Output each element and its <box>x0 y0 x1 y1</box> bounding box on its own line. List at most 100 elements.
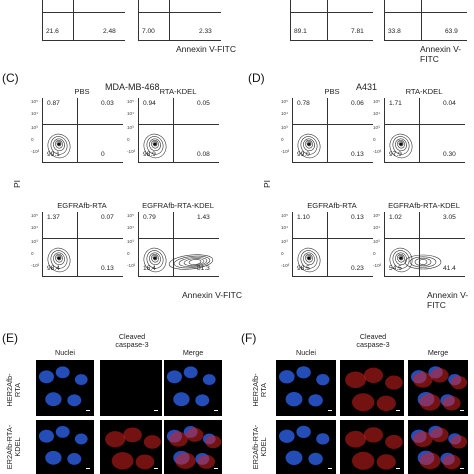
y-tick-label: 10⁴ <box>31 111 39 116</box>
contour-ring <box>297 133 321 159</box>
quadrant-lr: 0 <box>101 151 105 158</box>
col-title-caspase: Cleaved caspase-3 <box>115 332 149 349</box>
nucleus <box>55 425 70 438</box>
caspase-signal <box>345 371 366 389</box>
top-right-plot-2: 33.8 63.9 <box>384 0 467 41</box>
nucleus <box>308 452 323 465</box>
contour-ring <box>50 250 68 269</box>
quadrant-ll: 89.1 <box>294 28 307 35</box>
contour-core <box>307 142 311 146</box>
contour-ring <box>56 140 62 147</box>
scale-bar <box>154 410 158 411</box>
contour-ring <box>146 250 164 269</box>
micrograph-nuclei-row1 <box>36 360 94 416</box>
contour-core <box>153 142 157 146</box>
contour-ring <box>178 257 208 267</box>
contour-ring <box>143 247 167 273</box>
y-axis-title: PI <box>262 179 272 188</box>
scale-bar <box>328 410 332 411</box>
scale-bar <box>214 468 218 469</box>
y-tick-label: 0 <box>373 137 376 142</box>
quadrant-lr: 2.48 <box>103 28 116 35</box>
y-tick-label: 0 <box>373 251 376 256</box>
caspase-signal <box>143 435 161 449</box>
y-tick-label: 0 <box>31 251 34 256</box>
nucleus <box>38 370 54 384</box>
quadrant-ll: 98.5 <box>297 265 310 272</box>
contour-ring <box>305 139 313 149</box>
col-title-nuclei: Nuclei <box>55 348 75 357</box>
nucleus <box>285 392 303 407</box>
caspase-signal <box>385 434 403 449</box>
micrograph-caspase-row2 <box>100 420 162 474</box>
y-tick-label: -10³ <box>281 149 290 154</box>
contour-ring <box>149 138 161 152</box>
caspase-signal <box>352 451 375 470</box>
quadrant-lr: 0.08 <box>197 151 210 158</box>
quadrant-ll: 16.4 <box>143 265 156 272</box>
contour-ring <box>149 252 161 266</box>
contour-ring <box>152 140 158 147</box>
quadrant-ur: 0.06 <box>351 100 364 107</box>
contour-core <box>57 142 61 146</box>
caspase-signal <box>430 427 449 443</box>
scale-bar <box>214 410 218 411</box>
quadrant-ll: 21.6 <box>46 28 59 35</box>
row-label-1: HER2Afb- RTA <box>251 373 268 407</box>
quadrant-lr: 0.13 <box>101 265 114 272</box>
nucleus <box>45 392 62 407</box>
y-tick-label: 10⁴ <box>31 225 39 230</box>
contour-ring <box>188 259 202 265</box>
caspase-signal <box>175 452 196 469</box>
contour-plot <box>297 133 321 159</box>
nucleus <box>67 394 82 407</box>
y-tick-label: 10⁵ <box>281 99 289 104</box>
nucleus <box>45 450 62 465</box>
quadrant-ul: 0.78 <box>297 100 310 107</box>
micrograph-merge-row1 <box>408 360 468 416</box>
plot-title: PBS <box>324 87 340 96</box>
contour-ring <box>303 138 315 152</box>
x-axis-title: Annexin V-FITC <box>427 290 469 310</box>
scale-bar <box>460 410 464 411</box>
quadrant-ll: 98.4 <box>47 265 60 272</box>
y-tick-label: 10⁵ <box>127 213 135 218</box>
col-title-merge: Merge <box>182 348 204 357</box>
nucleus <box>173 392 190 407</box>
quadrant-ur: 1.43 <box>197 214 210 221</box>
contour-ring <box>143 133 167 159</box>
scale-bar <box>396 468 400 469</box>
plot-title: RTA-KDEL <box>405 87 443 96</box>
y-tick-label: -10³ <box>373 263 382 268</box>
quadrant-ul: 0.79 <box>143 214 156 221</box>
quadrant-ll: 99.1 <box>47 151 60 158</box>
quadrant-lr: 81.3 <box>197 265 210 272</box>
col-title-caspase: Cleaved caspase-3 <box>356 332 390 349</box>
contour-ring <box>305 253 313 263</box>
caspase-signal <box>205 435 222 449</box>
micrograph-merge-row2 <box>408 420 468 474</box>
flow-plot: 1.02 3.05 54.5 41.4 <box>384 212 465 277</box>
caspase-signal <box>111 452 134 470</box>
y-tick-label: 10⁴ <box>281 111 289 116</box>
y-tick-label: 10⁴ <box>373 111 381 116</box>
quadrant-ur: 0.04 <box>443 100 456 107</box>
x-axis-title: Annexin V-FITC <box>182 290 242 300</box>
contour-core <box>57 256 61 260</box>
contour-plot <box>143 133 167 159</box>
row-label-2: ER2Afb-RTA- KDEL <box>251 424 268 470</box>
quadrant-ur: 0.07 <box>101 214 114 221</box>
micrograph-nuclei-row2 <box>276 420 336 474</box>
nucleus <box>67 452 82 465</box>
contour-ring <box>146 136 164 155</box>
contour-ring <box>414 257 432 267</box>
y-tick-label: -10³ <box>281 263 290 268</box>
y-tick-label: -10³ <box>127 263 136 268</box>
micrograph-caspase-row2 <box>340 420 404 474</box>
y-tick-label: 0 <box>127 137 130 142</box>
y-tick-label: -10³ <box>31 149 40 154</box>
y-tick-label: 10³ <box>373 239 380 244</box>
contour-ring <box>389 247 413 273</box>
contour-ring <box>183 258 205 266</box>
plot-title: EGFRAfb-RTA-KDEL <box>142 201 214 210</box>
